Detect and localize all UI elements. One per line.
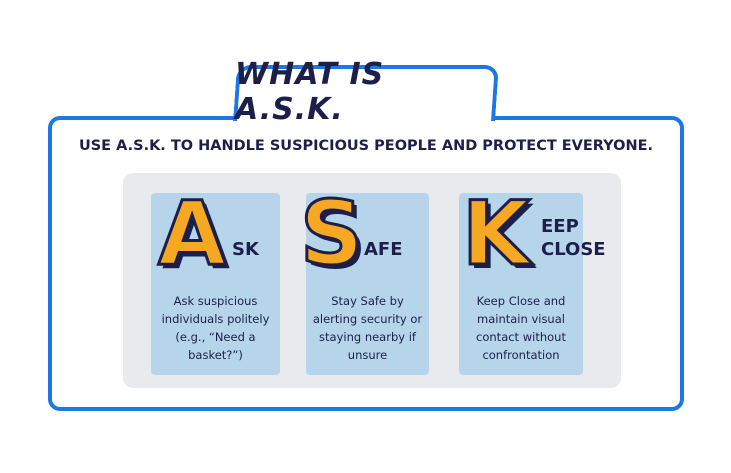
letter-rest-sk: SK — [232, 239, 259, 260]
column-ask — [151, 193, 280, 375]
description-safe: Stay Safe by alerting security or stayin… — [306, 292, 429, 364]
description-line: contact without — [476, 330, 566, 344]
description-line: (e.g., “Need a — [175, 330, 256, 344]
description-line: confrontation — [482, 348, 560, 362]
big-letter-k: K — [460, 182, 531, 285]
description-line: Keep Close and — [476, 294, 566, 308]
description-line: individuals politely — [161, 312, 270, 326]
description-line: alerting security or — [312, 312, 423, 326]
description-line: basket?”) — [188, 348, 243, 362]
description-keep-close: Keep Close and maintain visual contact w… — [459, 292, 583, 364]
letter-rest-eep: EEP — [541, 216, 579, 237]
page-title: WHAT IS A.S.K. — [235, 57, 385, 127]
big-letter-a: A — [156, 182, 227, 285]
big-letter-s: S — [298, 182, 364, 285]
column-safe — [306, 193, 429, 375]
letter-rest-afe: AFE — [364, 239, 403, 260]
description-ask: Ask suspicious individuals politely (e.g… — [151, 292, 280, 364]
description-line: Stay Safe by — [331, 294, 404, 308]
letter-rest-close: CLOSE — [541, 239, 606, 260]
subtitle: USE A.S.K. TO HANDLE SUSPICIOUS PEOPLE A… — [78, 138, 654, 154]
description-line: maintain visual — [477, 312, 565, 326]
description-line: unsure — [347, 348, 388, 362]
column-keep-close — [459, 193, 583, 375]
description-line: Ask suspicious — [173, 294, 258, 308]
description-line: staying nearby if — [319, 330, 416, 344]
